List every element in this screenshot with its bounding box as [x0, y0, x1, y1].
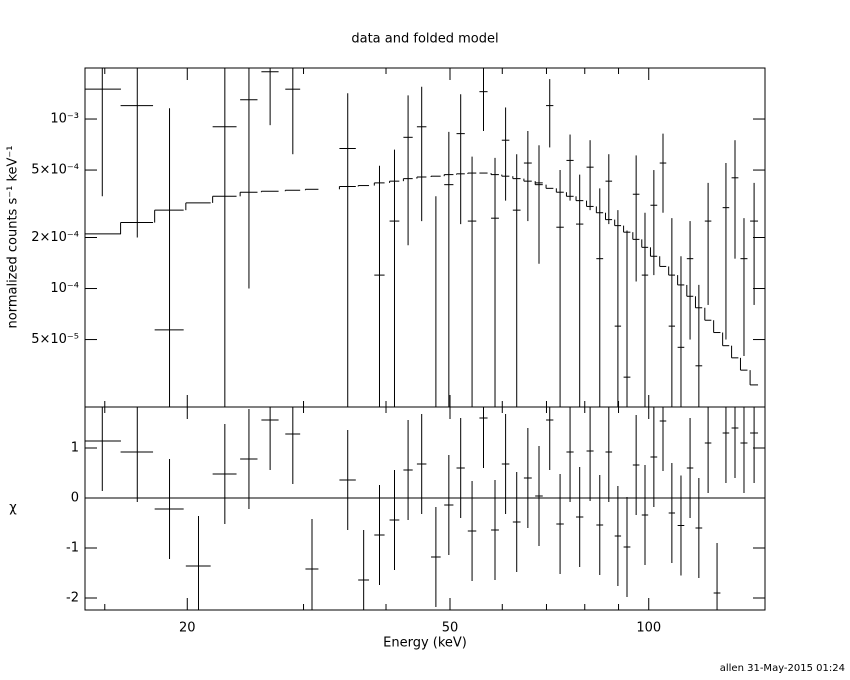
x-axis-label: Energy (keV)	[383, 636, 467, 651]
y-tick-label: 10⁻⁴	[50, 281, 79, 296]
y-tick-label: 2×10⁻⁴	[31, 230, 79, 245]
y-tick-label: 10⁻³	[50, 112, 79, 127]
chart-title: data and folded model	[351, 32, 498, 47]
x-tick-label: 50	[442, 621, 459, 636]
y-tick-label: -1	[66, 541, 79, 556]
plot-frame	[84, 406, 766, 611]
x-tick-label: 100	[636, 621, 661, 636]
y-tick-label: 1	[71, 441, 79, 456]
y-axis-label: χ	[9, 501, 17, 516]
plot-area	[85, 68, 759, 407]
y-axis-label: normalized counts s⁻¹ keV⁻¹	[6, 146, 21, 329]
y-tick-label: 0	[71, 491, 79, 506]
y-tick-label: -2	[66, 591, 79, 606]
plot-area	[85, 407, 765, 610]
y-tick-label: 5×10⁻⁵	[31, 332, 79, 347]
x-tick-label: 20	[179, 621, 196, 636]
footer: allen 31-May-2015 01:24	[720, 663, 845, 674]
y-tick-label: 5×10⁻⁴	[31, 163, 79, 178]
